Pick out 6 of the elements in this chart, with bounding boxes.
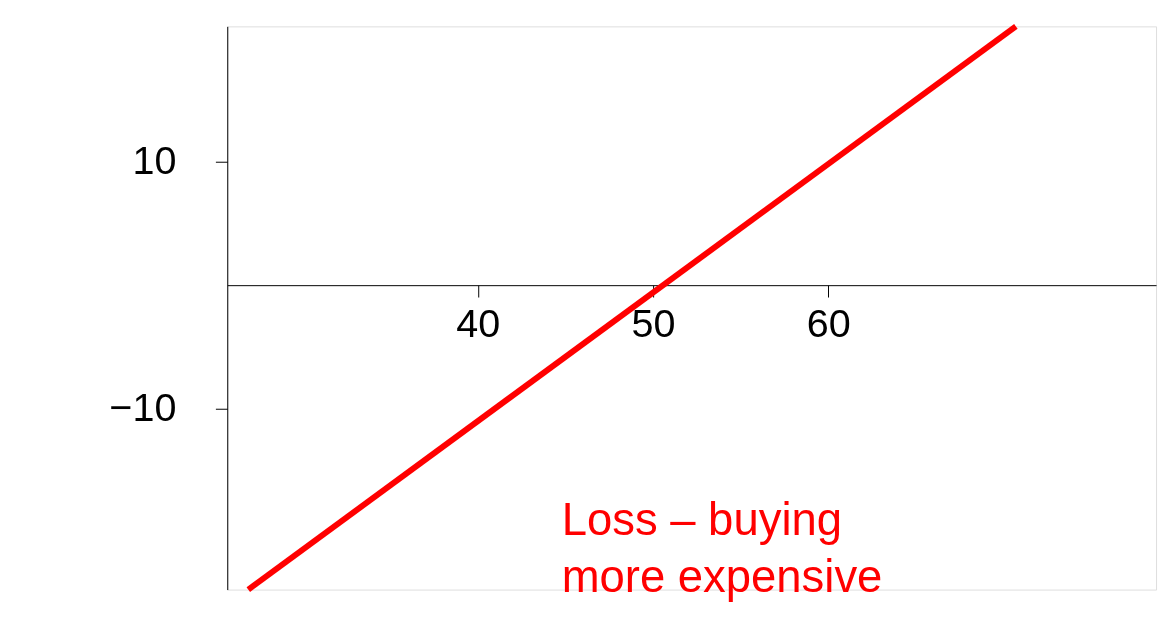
- annotation: Loss – buying more expensive: [561, 494, 883, 603]
- y-tick-label: −10: [109, 384, 177, 429]
- x-tick-label: 50: [631, 301, 676, 346]
- y-tick-label: 10: [132, 138, 177, 183]
- x-tick-label: 40: [456, 301, 501, 346]
- x-tick-label: 60: [806, 301, 851, 346]
